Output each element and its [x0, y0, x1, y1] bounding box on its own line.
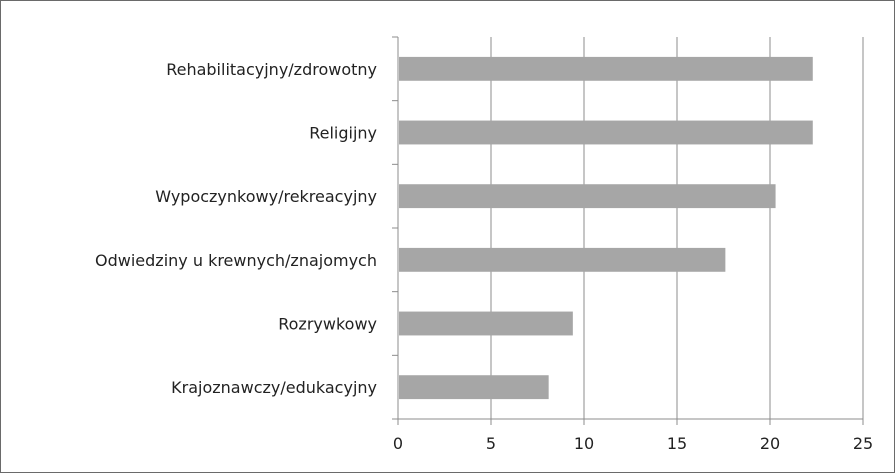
x-tick-label-10: 10	[574, 434, 594, 453]
x-tick-label-0: 0	[393, 434, 403, 453]
category-label-0: Rehabilitacyjny/zdrowotny	[166, 60, 377, 79]
x-tick-label-20: 20	[760, 434, 780, 453]
bar-2	[399, 184, 776, 209]
category-label-5: Krajoznawczy/edukacyjny	[171, 378, 377, 397]
category-label-4: Rozrywkowy	[278, 315, 377, 334]
x-tick-label-25: 25	[853, 434, 873, 453]
category-label-2: Wypoczynkowy/rekreacyjny	[155, 187, 377, 206]
bar-4	[399, 311, 573, 336]
category-label-1: Religijny	[309, 124, 377, 143]
bar-1	[399, 120, 813, 145]
x-tick-label-15: 15	[667, 434, 687, 453]
bar-3	[399, 247, 726, 272]
x-tick-label-5: 5	[486, 434, 496, 453]
bar-0	[399, 56, 813, 81]
category-label-3: Odwiedziny u krewnych/znajomych	[95, 251, 377, 270]
bar-5	[399, 375, 549, 400]
